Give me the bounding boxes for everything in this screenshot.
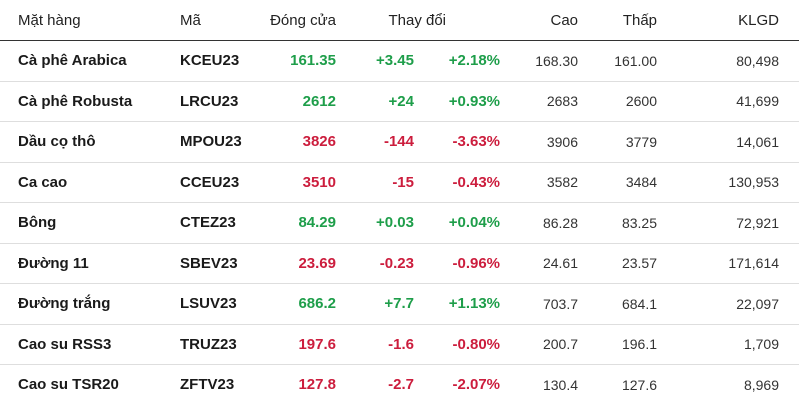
- change-value: -1.6: [336, 324, 414, 365]
- commodity-name: Ca cao: [0, 162, 180, 203]
- high-price: 2683: [500, 81, 579, 122]
- trade-volume: 14,061: [657, 121, 799, 163]
- high-price: 168.30: [500, 40, 579, 82]
- commodity-code: CTEZ23: [180, 202, 262, 244]
- close-price: 161.35: [262, 40, 336, 82]
- table-row[interactable]: Đường trắng LSUV23 686.2 +7.7 +1.13% 703.7 684…: [0, 283, 799, 325]
- change-percent: -0.80%: [414, 324, 501, 365]
- table-row[interactable]: Cao su TSR20 ZFTV23 127.8 -2.7 -2.07% 130.4 12…: [0, 365, 799, 405]
- commodity-code: CCEU23: [180, 162, 262, 203]
- trade-volume: 130,953: [657, 162, 799, 203]
- close-price: 127.8: [298, 376, 336, 394]
- table-row[interactable]: Ca cao CCEU23 3510 -15 -0.43% 3582 3484 130,953: [0, 162, 799, 203]
- header-volume[interactable]: KLGD: [657, 0, 799, 41]
- change-value: +3.45: [336, 40, 414, 82]
- table-row[interactable]: Cao su RSS3 TRUZ23 197.6 -1.6 -0.80% 200.7 196…: [0, 324, 799, 365]
- low-price: 23.57: [578, 243, 658, 284]
- commodity-code: KCEU23: [180, 40, 262, 82]
- change-percent: +1.13%: [414, 283, 501, 325]
- close-price: 84.29: [262, 202, 336, 244]
- commodity-name: Cà phê Arabica: [0, 40, 180, 82]
- low-price: 3484: [578, 162, 658, 203]
- header-change[interactable]: Thay đổi: [336, 0, 501, 41]
- close-price: 2612: [262, 81, 336, 122]
- low-price: 196.1: [578, 324, 658, 365]
- table-row[interactable]: Đường 11 SBEV23 23.69 -0.23 -0.96% 24.61 23.57…: [0, 243, 799, 284]
- change-percent: -0.43%: [414, 162, 501, 203]
- header-name[interactable]: Mặt hàng: [0, 0, 180, 41]
- commodity-name: Cà phê Robusta: [0, 81, 180, 122]
- header-code[interactable]: Mã: [180, 0, 262, 41]
- change-percent: +0.93%: [414, 81, 501, 122]
- table-row[interactable]: Cà phê Robusta LRCU23 2612 +24 +0.93% 2683 260…: [0, 81, 799, 122]
- low-price: 2600: [578, 81, 658, 122]
- commodity-code: SBEV23: [180, 243, 262, 284]
- change-value: -15: [336, 162, 414, 203]
- commodity-name: Đường 11: [0, 243, 180, 284]
- trade-volume: 171,614: [657, 243, 799, 284]
- commodity-code: ZFTV23: [180, 376, 235, 394]
- high-price: 86.28: [500, 202, 579, 244]
- low-price: 83.25: [578, 202, 658, 244]
- change-percent: -3.63%: [414, 121, 501, 163]
- change-percent: -2.07%: [452, 376, 501, 394]
- trade-volume: 1,709: [657, 324, 799, 365]
- trade-volume: 22,097: [657, 283, 799, 325]
- table-row[interactable]: Cà phê Arabica KCEU23 161.35 +3.45 +2.18% 168…: [0, 40, 799, 82]
- change-value: +24: [336, 81, 414, 122]
- change-value: +7.7: [336, 283, 414, 325]
- trade-volume: 72,921: [657, 202, 799, 244]
- high-price: 200.7: [500, 324, 579, 365]
- commodity-code: MPOU23: [180, 121, 262, 163]
- close-price: 686.2: [262, 283, 336, 325]
- commodity-code: LRCU23: [180, 81, 262, 122]
- trade-volume: 8,969: [743, 376, 780, 393]
- change-percent: +0.04%: [414, 202, 501, 244]
- low-price: 161.00: [578, 40, 658, 82]
- trade-volume: 80,498: [657, 40, 799, 82]
- table-header-row: Mặt hàng Mã Đóng cửa Thay đổi Cao Thấp K…: [0, 0, 799, 41]
- change-percent: +2.18%: [414, 40, 501, 82]
- commodity-name: Dầu cọ thô: [0, 121, 180, 163]
- table-row[interactable]: Bông CTEZ23 84.29 +0.03 +0.04% 86.28 83.25 72,9…: [0, 202, 799, 244]
- change-percent: -0.96%: [414, 243, 501, 284]
- header-change-label: Thay đổi: [388, 11, 447, 29]
- high-price: 3906: [500, 121, 579, 163]
- change-value: -144: [336, 121, 414, 163]
- high-price: 3582: [500, 162, 579, 203]
- header-high[interactable]: Cao: [500, 0, 579, 41]
- close-price: 23.69: [262, 243, 336, 284]
- table-row[interactable]: Dầu cọ thô MPOU23 3826 -144 -3.63% 3906 3779 14…: [0, 121, 799, 163]
- commodity-code: LSUV23: [180, 283, 262, 325]
- low-price: 3779: [578, 121, 658, 163]
- high-price: 24.61: [500, 243, 579, 284]
- commodity-name: Đường trắng: [0, 283, 180, 325]
- change-value: +0.03: [336, 202, 414, 244]
- commodity-name: Cao su RSS3: [0, 324, 180, 365]
- close-price: 197.6: [262, 324, 336, 365]
- high-price: 703.7: [500, 283, 579, 325]
- commodity-name: Bông: [0, 202, 180, 244]
- commodity-name: Cao su TSR20: [18, 376, 119, 394]
- change-value: -2.7: [388, 376, 414, 394]
- table-body: Cà phê Arabica KCEU23 161.35 +3.45 +2.18% 168…: [0, 40, 799, 405]
- header-close[interactable]: Đóng cửa: [262, 0, 336, 41]
- low-price: 684.1: [578, 283, 658, 325]
- close-price: 3510: [262, 162, 336, 203]
- low-price: 127.6: [621, 376, 658, 393]
- header-low[interactable]: Thấp: [578, 0, 658, 41]
- commodity-code: TRUZ23: [180, 324, 262, 365]
- change-value: -0.23: [336, 243, 414, 284]
- high-price: 130.4: [542, 376, 579, 393]
- close-price: 3826: [262, 121, 336, 163]
- trade-volume: 41,699: [657, 81, 799, 122]
